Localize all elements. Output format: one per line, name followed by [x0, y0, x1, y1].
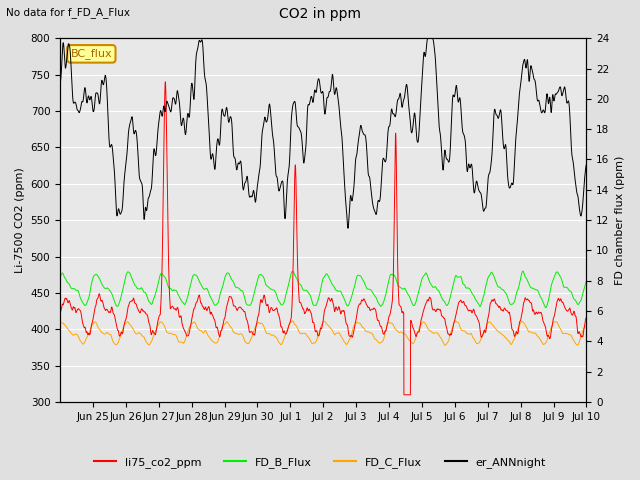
Text: No data for f_FD_A_Flux: No data for f_FD_A_Flux — [6, 7, 131, 18]
Y-axis label: Li-7500 CO2 (ppm): Li-7500 CO2 (ppm) — [15, 167, 25, 273]
Legend: li75_co2_ppm, FD_B_Flux, FD_C_Flux, er_ANNnight: li75_co2_ppm, FD_B_Flux, FD_C_Flux, er_A… — [90, 452, 550, 472]
Text: BC_flux: BC_flux — [70, 48, 112, 60]
Text: CO2 in ppm: CO2 in ppm — [279, 7, 361, 21]
Y-axis label: FD chamber flux (ppm): FD chamber flux (ppm) — [615, 156, 625, 285]
